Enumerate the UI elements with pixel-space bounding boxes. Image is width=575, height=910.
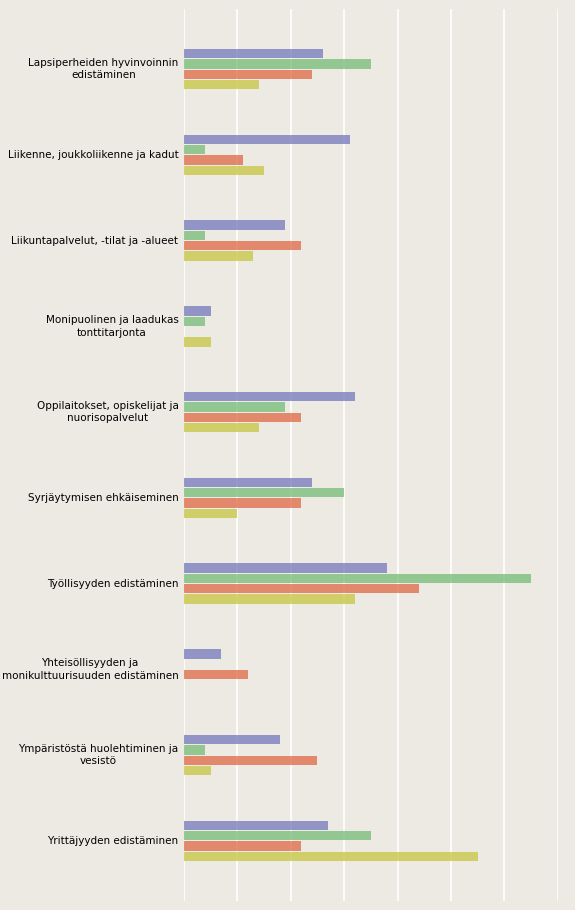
Bar [184, 412, 301, 422]
Bar [184, 135, 350, 144]
Bar [184, 499, 301, 508]
Bar [184, 852, 478, 861]
Bar [184, 478, 312, 487]
Bar [184, 821, 328, 830]
Bar [184, 231, 205, 240]
Bar [184, 842, 301, 851]
Bar [184, 509, 237, 518]
Bar [184, 392, 355, 401]
Bar [184, 745, 205, 754]
Bar [184, 251, 254, 261]
Bar [184, 145, 205, 155]
Bar [184, 574, 531, 583]
Bar [184, 317, 205, 326]
Bar [184, 594, 355, 603]
Bar [184, 584, 419, 593]
Bar [184, 337, 210, 347]
Bar [184, 241, 301, 250]
Bar [184, 488, 344, 498]
Bar [184, 59, 371, 68]
Bar [184, 80, 259, 89]
Bar [184, 156, 243, 165]
Bar [184, 307, 210, 316]
Bar [184, 766, 210, 775]
Bar [184, 670, 248, 679]
Bar [184, 735, 280, 744]
Bar [184, 831, 371, 841]
Bar [184, 69, 312, 79]
Bar [184, 563, 387, 573]
Bar [184, 49, 323, 58]
Bar [184, 755, 317, 765]
Bar [184, 220, 285, 230]
Bar [184, 166, 264, 175]
Bar [184, 402, 285, 411]
Bar [184, 649, 221, 659]
Bar [184, 423, 259, 432]
